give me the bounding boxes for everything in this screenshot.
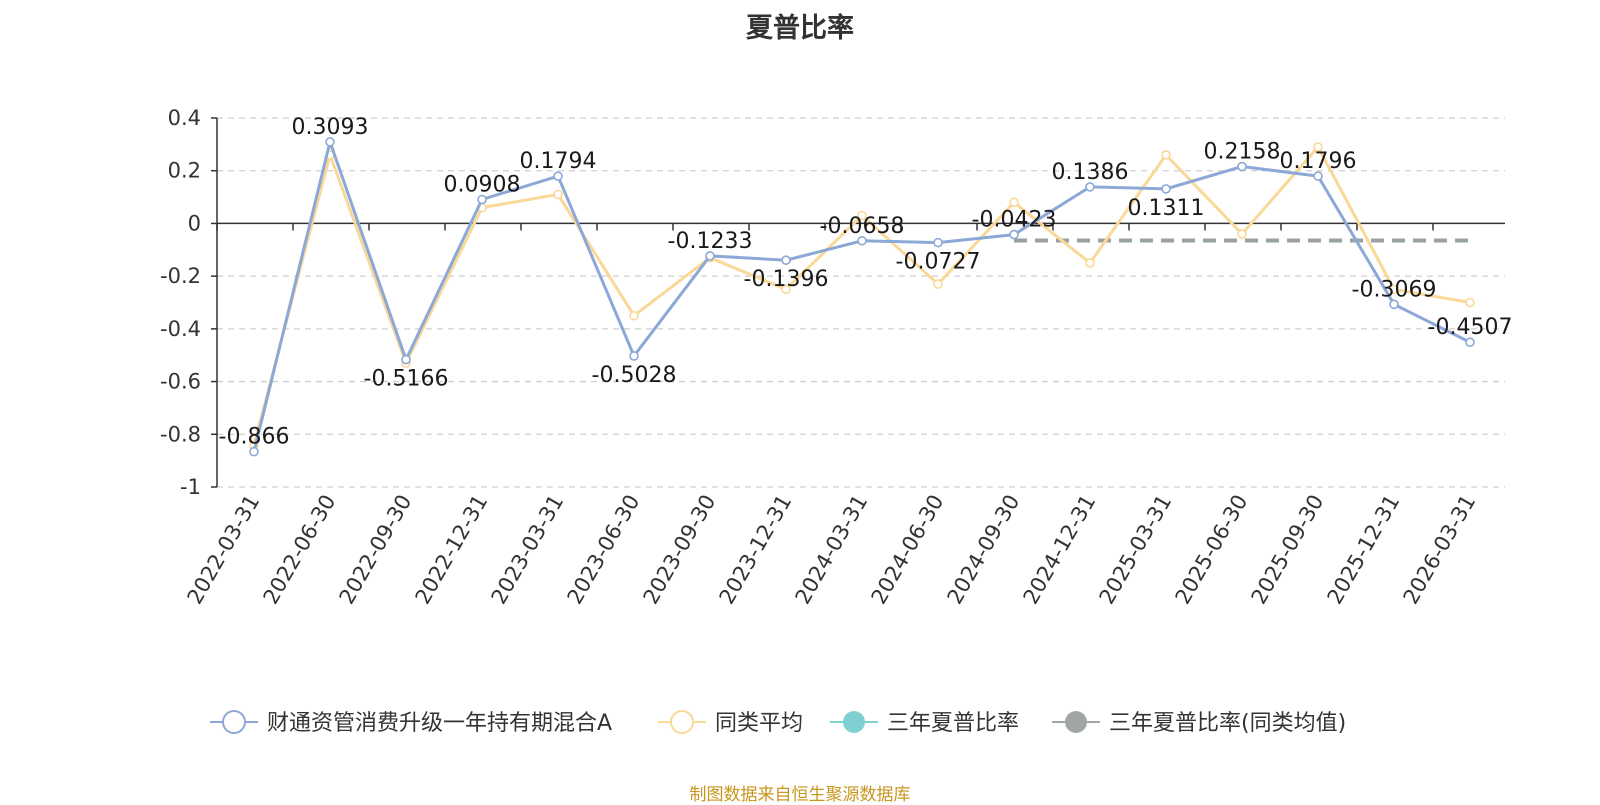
legend-marker-icon — [843, 711, 865, 733]
fund-point — [1313, 171, 1323, 181]
x-tick-label: 2024-06-30 — [867, 491, 949, 609]
fund-point — [705, 251, 715, 261]
peer-average-point — [1085, 258, 1095, 268]
peer-average-point — [781, 284, 791, 295]
data-label: -0.1233 — [668, 229, 753, 254]
legend-peer-average: 同类平均 — [658, 710, 803, 736]
x-tick-label: 2025-06-30 — [1171, 491, 1253, 609]
data-source-note: 制图数据来自恒生聚源数据库 — [689, 785, 911, 805]
data-label: -0.866 — [219, 425, 290, 450]
x-tick-label: 2025-09-30 — [1247, 491, 1329, 609]
data-label: 0.3093 — [292, 115, 369, 140]
peer-average-point — [553, 189, 563, 200]
x-tick-label: 2024-12-31 — [1019, 491, 1101, 609]
x-tick-label: 2023-06-30 — [563, 491, 645, 609]
y-tick-label: -0.6 — [160, 370, 201, 394]
data-label: 0.2158 — [1204, 140, 1281, 165]
legend-label: 财通资管消费升级一年持有期混合A — [267, 711, 612, 736]
y-tick-label: -0.2 — [160, 264, 201, 288]
fund-point — [857, 235, 867, 246]
peer-average-point — [933, 279, 943, 289]
axes: 0.40.20-0.2-0.4-0.6-0.8-12022-03-312022-… — [160, 106, 1505, 608]
x-tick-label: 2024-09-30 — [943, 491, 1025, 609]
data-label: -0.0423 — [972, 208, 1057, 233]
fund-point — [477, 194, 487, 205]
data-label: -0.5028 — [592, 363, 677, 388]
fund-point — [325, 137, 335, 147]
y-tick-label: -0.4 — [160, 317, 201, 341]
y-tick-label: -1 — [180, 475, 201, 499]
x-tick-label: 2022-06-30 — [259, 491, 341, 609]
legend-label: 同类平均 — [715, 711, 803, 736]
fund-point — [1237, 161, 1247, 172]
y-tick-label: 0.2 — [168, 159, 201, 183]
legend-marker-icon — [222, 710, 246, 734]
peer-average-point — [1161, 150, 1171, 160]
x-tick-label: 2023-09-30 — [639, 491, 721, 609]
data-label: -0.5166 — [364, 367, 449, 392]
data-label: -0.0658 — [820, 214, 905, 239]
legend-fund: 财通资管消费升级一年持有期混合A — [210, 710, 612, 736]
fund-point — [1009, 229, 1019, 240]
data-label: 0.1796 — [1280, 149, 1357, 174]
legend-label: 三年夏普比率 — [887, 711, 1019, 736]
data-label: -0.1396 — [744, 267, 829, 292]
peer-average-point — [1009, 197, 1019, 208]
y-tick-label: 0 — [188, 211, 201, 235]
fund-point — [781, 255, 791, 266]
legend: 财通资管消费升级一年持有期混合A 同类平均 三年夏普比率 三年夏普比率(同类均值) — [210, 710, 1346, 736]
legend-marker-icon — [670, 710, 694, 734]
peer-average-point — [1313, 142, 1323, 152]
fund-point — [933, 237, 943, 248]
fund-point — [1465, 337, 1475, 348]
fund-point — [553, 171, 563, 181]
x-tick-label: 2023-03-31 — [487, 491, 569, 609]
x-tick-label: 2026-03-31 — [1399, 491, 1481, 609]
data-label: -0.4507 — [1428, 315, 1513, 340]
fund-point — [629, 351, 639, 361]
peer-average-point — [629, 310, 639, 321]
fund-line — [252, 140, 1471, 453]
data-label: 0.0908 — [444, 172, 521, 197]
grid-lines — [217, 117, 1505, 488]
x-tick-label: 2023-12-31 — [715, 491, 797, 609]
data-label: 0.1794 — [520, 149, 597, 174]
peer-average-point — [1237, 229, 1247, 239]
x-tick-label: 2022-12-31 — [411, 491, 493, 609]
fund-point — [1085, 182, 1095, 192]
x-tick-label: 2025-12-31 — [1323, 491, 1405, 609]
fund-point — [401, 354, 411, 365]
data-label: 0.1386 — [1052, 160, 1129, 185]
peer-average-point — [1465, 297, 1475, 308]
y-tick-label: 0.4 — [168, 106, 201, 130]
chart-title: 夏普比率 — [746, 13, 854, 44]
peer-average-point — [857, 210, 867, 221]
x-tick-label: 2025-03-31 — [1095, 491, 1177, 609]
legend-3yr-sharpe: 三年夏普比率 — [830, 711, 1019, 736]
data-label: -0.3069 — [1352, 277, 1437, 302]
y-tick-label: -0.8 — [160, 422, 201, 446]
series-lines — [249, 137, 1475, 457]
data-label: -0.0727 — [896, 250, 981, 275]
peer-average-point — [1389, 284, 1399, 295]
x-tick-label: 2022-09-30 — [335, 491, 417, 609]
fund-point — [1389, 299, 1399, 310]
x-tick-label: 2024-03-31 — [791, 491, 873, 609]
legend-marker-icon — [1065, 711, 1087, 733]
fund-point — [249, 446, 259, 457]
legend-3yr-sharpe-peer: 三年夏普比率(同类均值) — [1052, 711, 1346, 736]
legend-label: 三年夏普比率(同类均值) — [1109, 711, 1346, 736]
data-label: 0.1311 — [1128, 196, 1205, 221]
x-tick-label: 2022-03-31 — [183, 491, 265, 609]
fund-point — [1161, 184, 1171, 194]
